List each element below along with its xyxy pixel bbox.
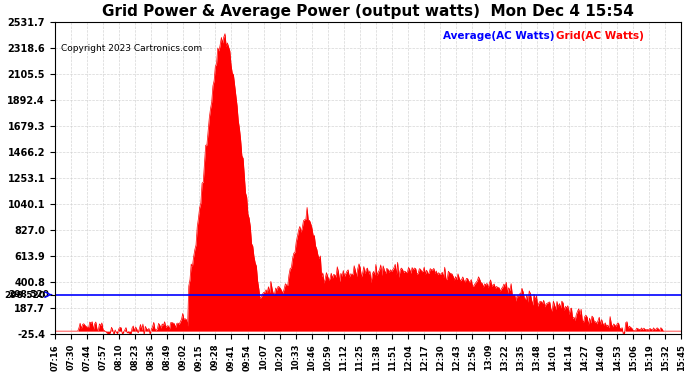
Text: Average(AC Watts): Average(AC Watts) bbox=[443, 31, 555, 41]
Text: 298.520: 298.520 bbox=[8, 290, 49, 299]
Text: Copyright 2023 Cartronics.com: Copyright 2023 Cartronics.com bbox=[61, 44, 202, 52]
Text: Grid(AC Watts): Grid(AC Watts) bbox=[556, 31, 644, 41]
Title: Grid Power & Average Power (output watts)  Mon Dec 4 15:54: Grid Power & Average Power (output watts… bbox=[102, 4, 634, 19]
